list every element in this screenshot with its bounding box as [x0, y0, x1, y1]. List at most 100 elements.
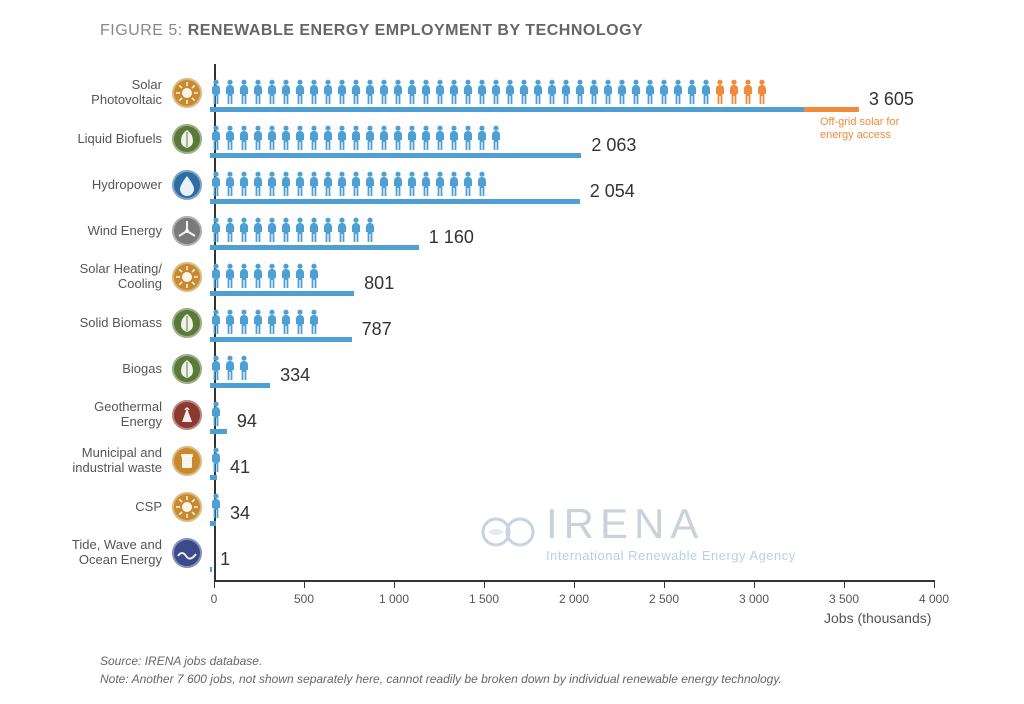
- x-tick: [664, 580, 665, 588]
- person-icon: [280, 125, 292, 151]
- chart-row: Solar Heating/Cooling 801: [0, 254, 1024, 300]
- value-label: 41: [230, 457, 250, 478]
- person-icon: [238, 309, 250, 335]
- person-icon: [336, 217, 348, 243]
- person-icon: [532, 79, 544, 105]
- person-icon: [392, 171, 404, 197]
- x-tick-label: 1 000: [379, 592, 409, 606]
- person-icon: [322, 171, 334, 197]
- value-label: 94: [237, 411, 257, 432]
- source-note: Source: IRENA jobs database.: [100, 654, 262, 668]
- person-icon: [448, 79, 460, 105]
- person-icon: [406, 79, 418, 105]
- footnote: Note: Another 7 600 jobs, not shown sepa…: [100, 672, 782, 686]
- x-tick: [934, 580, 935, 588]
- bar-zone: 1: [210, 530, 1024, 576]
- value-label: 801: [364, 273, 394, 294]
- bar-segment: [210, 291, 354, 296]
- person-icon: [252, 79, 264, 105]
- category-label: Tide, Wave andOcean Energy: [0, 538, 168, 568]
- x-tick-label: 500: [294, 592, 314, 606]
- chart-area: IRENA International Renewable Energy Age…: [0, 60, 1024, 620]
- x-tick-label: 2 500: [649, 592, 679, 606]
- figure-number: FIGURE 5:: [100, 22, 188, 39]
- person-icon: [644, 79, 656, 105]
- person-icon: [476, 125, 488, 151]
- category-label: Hydropower: [0, 178, 168, 193]
- person-icon: [210, 125, 222, 151]
- people-pictogram: [210, 263, 320, 291]
- bar-segment: [210, 567, 212, 572]
- person-icon: [406, 171, 418, 197]
- person-icon: [210, 79, 222, 105]
- person-icon: [238, 171, 250, 197]
- person-icon: [308, 309, 320, 335]
- sun-icon: [172, 262, 202, 292]
- person-icon: [420, 125, 432, 151]
- people-pictogram: [210, 493, 222, 521]
- person-icon: [224, 171, 236, 197]
- person-icon: [742, 79, 754, 105]
- category-label: Liquid Biofuels: [0, 132, 168, 147]
- person-icon: [308, 79, 320, 105]
- x-tick-label: 3 500: [829, 592, 859, 606]
- person-icon: [588, 79, 600, 105]
- person-icon: [658, 79, 670, 105]
- person-icon: [406, 125, 418, 151]
- value-label: 2 063: [591, 135, 636, 156]
- person-icon: [686, 79, 698, 105]
- person-icon: [308, 171, 320, 197]
- value-label: 787: [362, 319, 392, 340]
- person-icon: [462, 79, 474, 105]
- person-icon: [448, 171, 460, 197]
- person-icon: [364, 171, 376, 197]
- category-label: SolarPhotovoltaic: [0, 78, 168, 108]
- person-icon: [308, 263, 320, 289]
- person-icon: [210, 401, 222, 427]
- person-icon: [294, 263, 306, 289]
- people-pictogram: [210, 355, 250, 383]
- x-tick-label: 3 000: [739, 592, 769, 606]
- person-icon: [210, 309, 222, 335]
- bar-zone: 94: [210, 392, 1024, 438]
- bar-segment: [210, 521, 216, 526]
- chart-row: Municipal andindustrial waste 41: [0, 438, 1024, 484]
- sun-icon: [172, 78, 202, 108]
- volcano-icon: [172, 400, 202, 430]
- person-icon: [238, 355, 250, 381]
- water-icon: [172, 170, 202, 200]
- person-icon: [238, 263, 250, 289]
- person-icon: [378, 171, 390, 197]
- x-tick: [484, 580, 485, 588]
- person-icon: [294, 309, 306, 335]
- person-icon: [210, 217, 222, 243]
- person-icon: [294, 171, 306, 197]
- person-icon: [756, 79, 768, 105]
- person-icon: [280, 309, 292, 335]
- person-icon: [630, 79, 642, 105]
- bar-zone: 787: [210, 300, 1024, 346]
- people-pictogram: [210, 217, 376, 245]
- person-icon: [280, 217, 292, 243]
- person-icon: [336, 79, 348, 105]
- people-pictogram: [210, 79, 768, 107]
- value-label: 2 054: [590, 181, 635, 202]
- offgrid-note: Off-grid solar forenergy access: [820, 116, 899, 142]
- category-label: CSP: [0, 500, 168, 515]
- person-icon: [322, 79, 334, 105]
- chart-row: Tide, Wave andOcean Energy 1: [0, 530, 1024, 576]
- person-icon: [266, 309, 278, 335]
- person-icon: [308, 217, 320, 243]
- wind-icon: [172, 216, 202, 246]
- person-icon: [728, 79, 740, 105]
- bin-icon: [172, 446, 202, 476]
- x-tick: [214, 580, 215, 588]
- value-label: 1: [220, 549, 230, 570]
- person-icon: [378, 125, 390, 151]
- category-label: GeothermalEnergy: [0, 400, 168, 430]
- value-label: 34: [230, 503, 250, 524]
- person-icon: [434, 171, 446, 197]
- person-icon: [462, 125, 474, 151]
- person-icon: [308, 125, 320, 151]
- x-tick: [304, 580, 305, 588]
